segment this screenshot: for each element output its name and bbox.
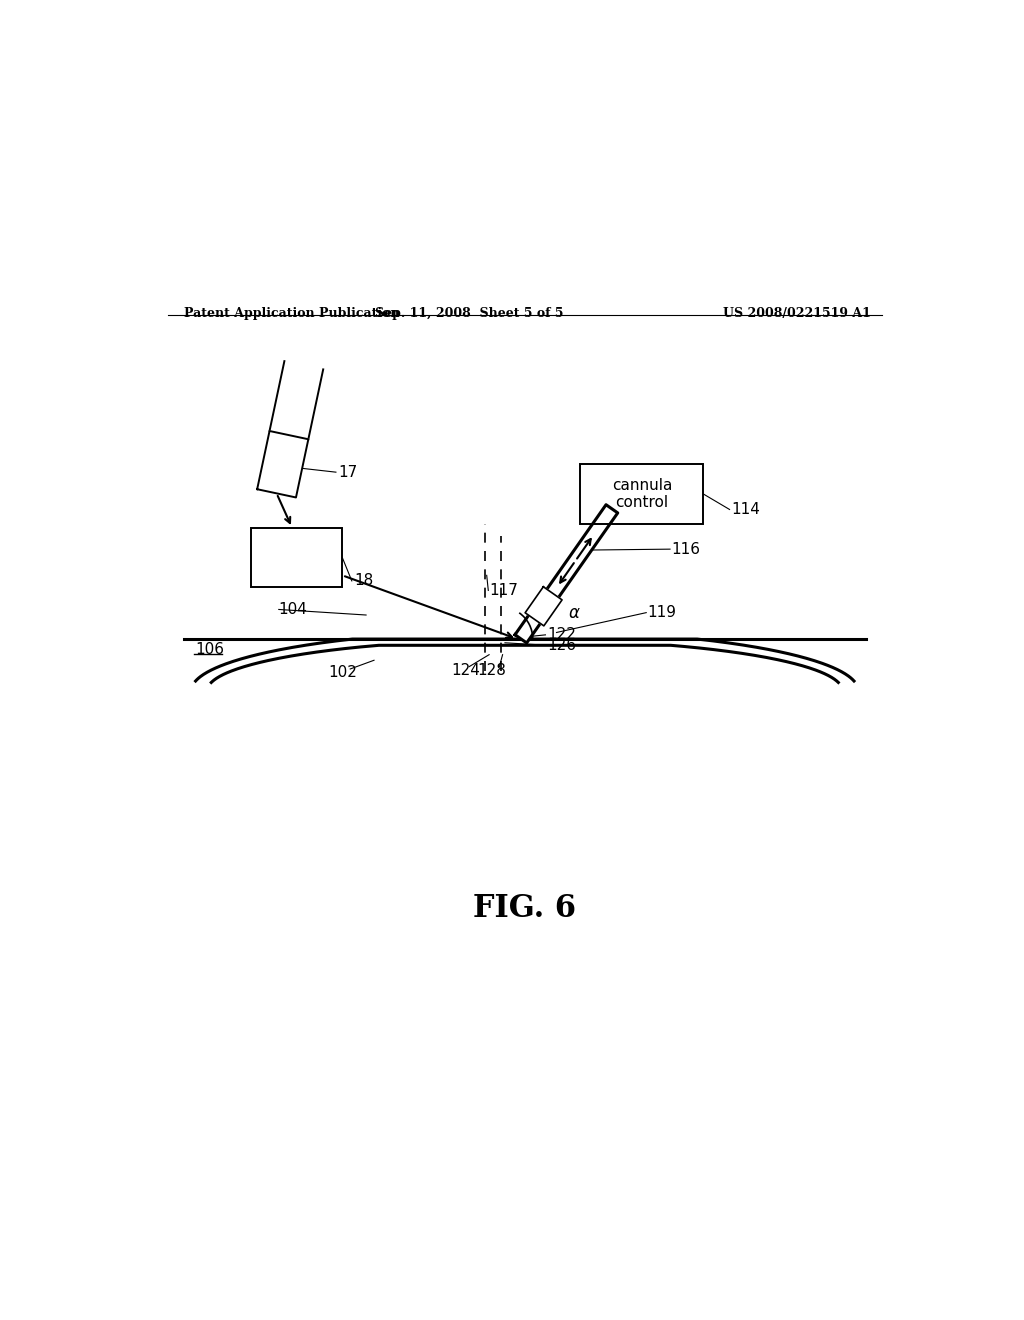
Text: 117: 117: [489, 583, 518, 598]
Text: 128: 128: [477, 663, 506, 678]
Text: cannula
control: cannula control: [611, 478, 672, 511]
Text: 124: 124: [452, 663, 480, 678]
Polygon shape: [525, 587, 562, 626]
Text: 17: 17: [338, 465, 357, 479]
Text: 18: 18: [354, 573, 374, 589]
Text: 114: 114: [731, 502, 760, 517]
Text: $\alpha$: $\alpha$: [568, 605, 582, 623]
Text: Patent Application Publication: Patent Application Publication: [183, 308, 399, 319]
Text: 106: 106: [196, 642, 224, 656]
Bar: [251, 528, 342, 587]
Text: US 2008/0221519 A1: US 2008/0221519 A1: [723, 308, 871, 319]
Text: FIG. 6: FIG. 6: [473, 894, 577, 924]
Text: 126: 126: [547, 638, 577, 652]
Text: 104: 104: [279, 602, 307, 616]
Text: 102: 102: [328, 665, 356, 680]
Polygon shape: [515, 504, 617, 643]
Bar: [581, 465, 703, 524]
Text: 119: 119: [648, 605, 677, 620]
Text: 122: 122: [547, 627, 575, 643]
Text: Sep. 11, 2008  Sheet 5 of 5: Sep. 11, 2008 Sheet 5 of 5: [375, 308, 563, 319]
Text: 116: 116: [672, 541, 700, 557]
Polygon shape: [257, 432, 308, 498]
